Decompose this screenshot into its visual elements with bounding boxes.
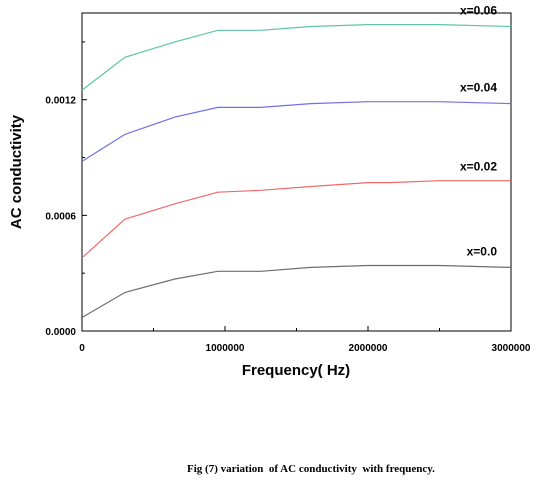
series-lines: [81, 24, 512, 319]
series-line: [81, 264, 512, 319]
x-tick-label: 1000000: [206, 343, 245, 354]
y-tick-label: 0.0012: [45, 96, 76, 107]
y-tick-label: 0.0006: [45, 211, 76, 222]
plot-frame: [81, 12, 512, 332]
axis-ticks: [81, 41, 512, 332]
y-tick-label: 0.0000: [45, 327, 76, 338]
series-line: [81, 180, 511, 259]
x-axis-title: Frequency( Hz): [242, 362, 350, 379]
series-line: [81, 24, 512, 91]
figure-caption: Fig (7) variation of AC conductivity wit…: [187, 463, 435, 475]
series-label: x=0.02: [460, 160, 497, 174]
series-label: x=0.04: [460, 81, 497, 95]
x-tick-label: 3000000: [492, 343, 531, 354]
tick-labels: 0 1000000 2000000 3000000 0.0000 0.0006 0.0012: [45, 96, 530, 354]
y-axis-title: AC conductivity: [8, 114, 25, 229]
x-tick-label: 2000000: [349, 343, 388, 354]
series-line: [81, 101, 512, 162]
series-label: x=0.06: [460, 4, 497, 18]
series-label: x=0.0: [467, 244, 498, 258]
x-tick-label: 0: [79, 343, 85, 354]
series-labels: x=0.0 x=0.02 x=0.04 x=0.06: [460, 4, 497, 259]
